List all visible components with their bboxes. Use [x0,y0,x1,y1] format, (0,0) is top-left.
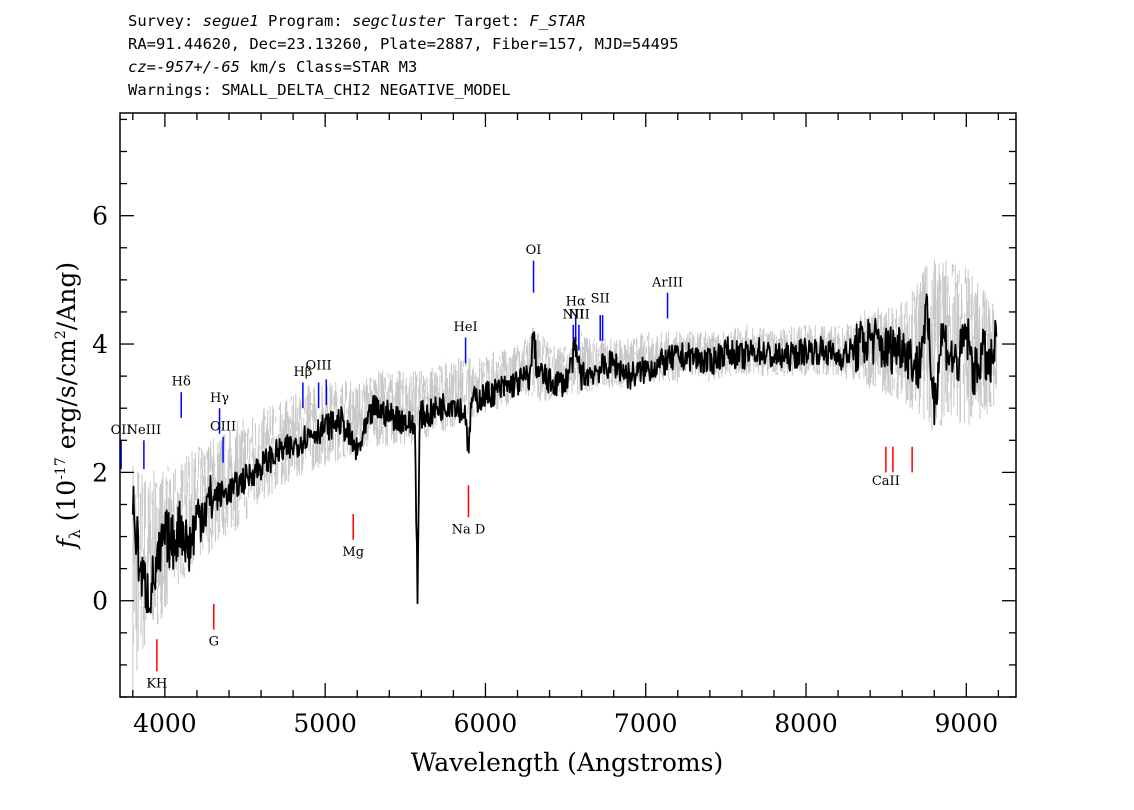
x-tick-label: 8000 [774,709,838,738]
y-axis-label: fλ (10-17 erg/s/cm2/Ang) [52,262,84,550]
header-line-coordinates: RA=91.44620, Dec=23.13260, Plate=2887, F… [128,35,679,53]
spectrum-header: Survey: segue1 Program: segcluster Targe… [128,10,1108,102]
y-tick-label: 2 [92,458,108,487]
noise-series [132,259,998,697]
line-label-13: SII [591,291,610,306]
cz-value: -957+/-65 [156,58,240,76]
y-label-prefix: f [52,535,81,550]
line-label-15: ArIII [651,275,683,290]
line-label-6: OIII [306,359,332,374]
flux-series [131,293,998,614]
y-label-exponent: -17 [53,457,69,480]
header-line-survey: Survey: segue1 Program: segcluster Targe… [128,10,1108,33]
x-tick-label: 4000 [133,709,197,738]
x-tick-label: 7000 [614,709,678,738]
line-label-20: CaII [872,474,900,489]
survey-label: Survey: [128,12,194,30]
line-label-17: G [209,635,219,650]
target-label: Target: [454,12,521,30]
x-tick-label: 5000 [293,709,357,738]
program-value: segcluster [352,12,446,30]
y-label-close: /Ang) [52,262,81,330]
line-label-4: OIII [210,420,236,435]
line-label-3: Hγ [210,391,229,406]
line-label-8: HeI [453,320,477,335]
line-label-16: KH [146,676,167,691]
x-axis-label: Wavelength (Angstroms) [411,748,723,777]
survey-value: segue1 [202,12,259,30]
plot-frame [119,112,1017,698]
y-label-exponent2: 2 [53,330,69,339]
header-line-warnings: Warnings: SMALL_DELTA_CHI2 NEGATIVE_MODE… [128,81,511,99]
line-label-11: Hα [566,295,586,310]
y-label-mid: erg/s/cm [52,339,81,449]
class-text: Class=STAR M3 [296,58,418,76]
flux-layer [131,293,998,614]
line-label-0: OII [111,423,132,438]
cz-label: cz= [128,58,156,76]
line-label-2: Hδ [172,375,191,390]
cz-unit: km/s [249,58,287,76]
target-value: F_STAR [529,12,586,30]
program-label: Program: [268,12,343,30]
x-tick-label: 6000 [454,709,518,738]
line-label-19: Na D [452,522,486,537]
header-line-redshift: cz=-957+/-65 km/s Class=STAR M3 [128,56,1108,79]
line-label-18: Mg [342,545,364,560]
line-label-9: OI [526,243,542,258]
y-label-open: (10 [52,480,81,522]
y-tick-label: 0 [92,587,108,616]
line-label-10: NII [562,307,584,322]
x-tick-label: 9000 [934,709,998,738]
emission-absorption-lines: OIINeIIIHδHγOIIIHβOIIIHeIOINIIHαNIISIIAr… [111,243,913,691]
line-label-1: NeIII [127,423,161,438]
line-label-5: Hβ [293,365,312,380]
y-tick-label: 4 [92,330,108,359]
noise-layer [132,259,998,697]
y-label-subscript: λ [66,529,84,539]
y-tick-label: 6 [92,202,108,231]
axis-ticks: 4000 5000 6000 7000 8000 9000 0 2 4 6 [92,113,1016,738]
line-label-12: NII [568,307,590,322]
